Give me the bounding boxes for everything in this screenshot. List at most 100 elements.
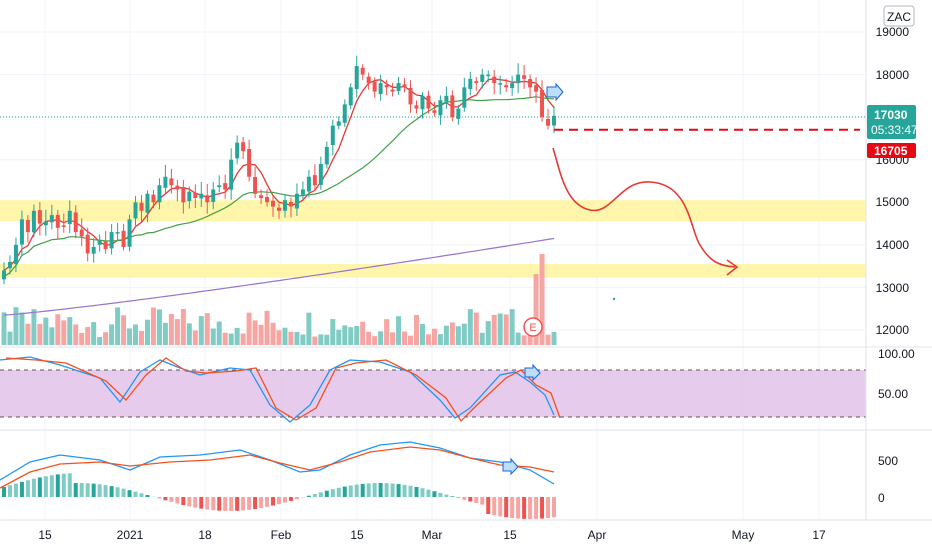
macd-histogram-bar — [504, 497, 509, 518]
macd-histogram-bar — [342, 486, 347, 497]
macd-histogram-bar — [384, 483, 389, 497]
hand-pointer-icon — [502, 457, 519, 476]
macd-histogram-bar — [73, 483, 78, 497]
candle-body — [211, 189, 216, 202]
candle-body — [145, 193, 150, 213]
volume-bar — [258, 324, 264, 345]
candle-body — [163, 176, 168, 188]
volume-bar — [133, 324, 139, 345]
macd-histogram-bar — [109, 486, 114, 497]
candle-body — [127, 219, 132, 247]
macd-histogram-bar — [271, 497, 276, 506]
ma-long-line — [3, 237, 555, 316]
stoch-tick: 100.00 — [878, 347, 915, 361]
time-axis[interactable]: 15 2021 18 Feb 15 Mar 15 Apr May 17 — [38, 528, 826, 542]
volume-bar — [31, 309, 37, 345]
volume-bar — [443, 325, 449, 345]
volume-bar — [246, 312, 252, 345]
candle-body — [336, 121, 341, 126]
candle-body — [324, 146, 329, 165]
highlight-zone — [0, 264, 866, 278]
candle-body — [504, 85, 509, 88]
volume-bar — [85, 327, 91, 345]
volume-bar — [240, 333, 246, 345]
macd-histogram-bar — [318, 492, 323, 497]
price-tick: 14000 — [876, 238, 910, 252]
macd-histogram-bar — [85, 483, 90, 497]
candle-body — [348, 87, 353, 106]
candle-body — [444, 95, 449, 102]
highlight-zone — [0, 200, 866, 222]
ma-mid-line — [3, 96, 555, 278]
volume-bar — [342, 325, 348, 345]
volume-bar — [390, 332, 396, 345]
volume-bar — [97, 336, 103, 345]
macd-histogram-bar — [235, 497, 240, 511]
volume-bar — [414, 314, 419, 345]
macd-histogram-bar — [360, 483, 365, 497]
price-axis[interactable]: 19000 18000 16000 15000 14000 13000 1200… — [876, 25, 910, 337]
time-tick: 15 — [350, 528, 364, 542]
volume-bar — [91, 322, 97, 345]
grid-lines — [0, 0, 866, 520]
macd-histogram-bar — [7, 485, 12, 497]
macd-histogram-bar — [67, 473, 72, 497]
macd-histogram-bar — [265, 497, 270, 507]
macd-histogram-bar — [426, 489, 431, 497]
macd-histogram-bar — [115, 487, 120, 497]
macd-histogram-bar — [163, 497, 168, 501]
macd-histogram-bar — [139, 493, 144, 497]
macd-histogram-bar — [223, 497, 228, 511]
candle-body — [540, 89, 545, 118]
candle-body — [79, 229, 84, 237]
volume-bar — [234, 327, 240, 345]
symbol-label[interactable]: ZAC — [883, 5, 915, 27]
macd-histogram-bar — [486, 497, 491, 515]
candle-body — [229, 159, 234, 190]
volume-bar — [515, 332, 521, 345]
candle-body — [235, 142, 240, 159]
earnings-marker[interactable]: E — [523, 317, 543, 337]
volume-bar — [19, 312, 25, 345]
candle-body — [360, 67, 365, 75]
candle-body — [109, 232, 114, 249]
price-tick: 13000 — [876, 281, 910, 295]
volume-bar — [288, 331, 294, 345]
target-price-value: 16705 — [874, 144, 908, 158]
macd-histogram-bar — [456, 497, 461, 499]
hand-pointer-icon — [524, 363, 541, 382]
candle-body — [468, 78, 473, 89]
candle-body — [253, 176, 258, 194]
bar-countdown: 05:33:47 — [871, 123, 918, 137]
user-drawings[interactable] — [546, 82, 860, 301]
volume-bar — [127, 328, 133, 345]
stoch-tick: 50.00 — [878, 387, 908, 401]
stochastic-axis[interactable]: 100.00 50.00 — [878, 347, 915, 401]
candle-body — [414, 105, 419, 109]
target-price-badge: 16705 — [867, 143, 916, 158]
pane-separators[interactable] — [0, 0, 932, 521]
macd-axis[interactable]: 500 0 — [878, 454, 898, 505]
volume-bar — [366, 331, 372, 345]
macd-histogram-bar — [354, 484, 359, 497]
macd-histogram-bar — [546, 497, 551, 519]
macd-histogram-bar — [187, 497, 192, 507]
stoch-d-line — [5, 357, 561, 423]
volume-bar — [49, 327, 55, 345]
volume-bar — [461, 323, 467, 345]
projection-arrowhead — [726, 259, 739, 276]
volume-bar — [25, 323, 31, 345]
highlight-zones — [0, 200, 866, 278]
volume-bar — [228, 333, 234, 345]
volume-bar — [354, 325, 360, 345]
candle-body — [73, 212, 78, 233]
volume-bar — [473, 312, 479, 345]
volume-bar — [312, 336, 318, 345]
macd-histogram-bar — [462, 497, 467, 500]
volume-bar — [204, 313, 210, 345]
macd-histogram-bar — [534, 497, 539, 519]
candle-body — [300, 189, 305, 195]
candle-body — [456, 108, 461, 119]
candle-body — [259, 195, 264, 199]
